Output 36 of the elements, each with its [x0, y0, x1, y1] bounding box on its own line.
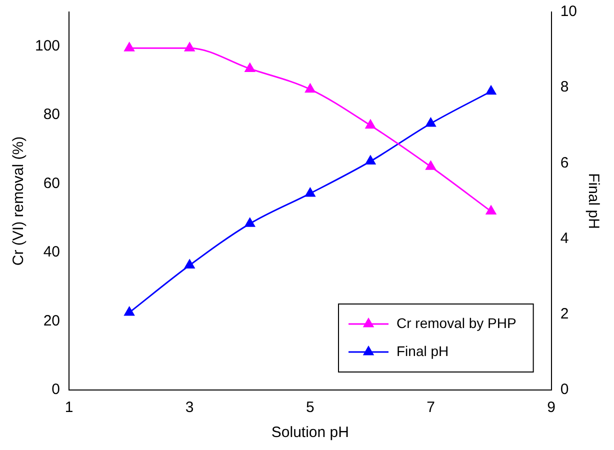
y-tick-label: 40: [43, 244, 60, 261]
point: [244, 218, 255, 227]
y-tick-label: 0: [52, 381, 60, 398]
point: [184, 42, 195, 52]
y2-tick-label: 2: [560, 306, 569, 323]
y-tick-label: 60: [43, 174, 60, 192]
x-tick-label: 7: [426, 399, 435, 416]
y2-tick-label: 4: [560, 230, 569, 247]
point: [365, 156, 376, 165]
y-tick-label: 20: [43, 312, 60, 330]
legend-label: Cr removal by PHP: [396, 314, 516, 331]
x-tick-label: 9: [547, 399, 556, 416]
x-tick-label: 3: [185, 399, 194, 416]
y2-tick-label: 0: [560, 381, 569, 398]
y-tick-label: 80: [43, 106, 60, 124]
point: [305, 84, 316, 93]
y-tick-label: 100: [34, 38, 60, 55]
point: [305, 188, 316, 197]
point: [426, 118, 436, 127]
point: [426, 160, 436, 170]
point: [365, 120, 376, 129]
x-axis-title: Solution pH: [271, 424, 349, 442]
y-axis-title: Cr (VI) removal (%): [10, 136, 28, 266]
point: [486, 86, 496, 95]
point: [486, 206, 496, 215]
point: [124, 42, 134, 52]
y2-axis-title: Final pH: [584, 173, 602, 229]
point: [244, 62, 255, 72]
y2-tick-label: 6: [560, 154, 569, 172]
x-tick-label: 5: [306, 399, 314, 416]
point: [124, 306, 134, 316]
y2-tick-label: 8: [560, 78, 569, 96]
point: [184, 260, 195, 269]
legend-label: Final pH: [396, 342, 449, 359]
y2-tick-label: 10: [560, 3, 578, 20]
x-tick-label: 1: [64, 399, 74, 416]
